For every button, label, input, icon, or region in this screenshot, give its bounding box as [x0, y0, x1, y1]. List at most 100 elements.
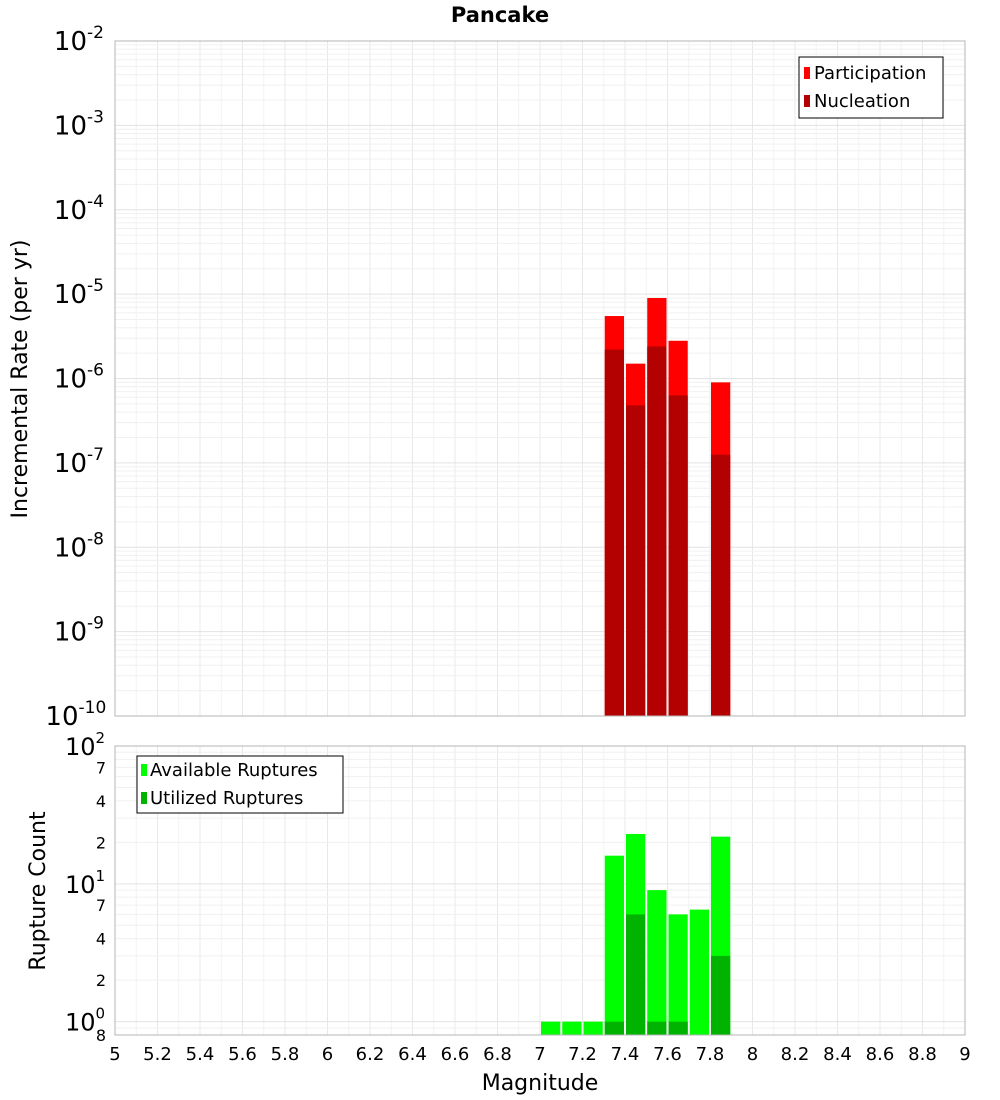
y-tick-label: 10 -9: [54, 614, 104, 648]
y-tick-label: 10 -4: [54, 192, 104, 226]
y-tick-label: 10 -5: [54, 276, 104, 310]
bottom-legend: Available Ruptures Utilized Ruptures: [136, 755, 344, 814]
bar-utilized-ruptures-7.85: [711, 955, 731, 1035]
y-tick-mantissa: 10: [65, 1009, 96, 1037]
y-tick-mantissa: 10: [54, 618, 87, 648]
legend-label-available-ruptures: Available Ruptures: [150, 760, 318, 781]
y-tick-label: 10 -2: [54, 23, 104, 57]
y-tick-exponent: -4: [87, 192, 104, 212]
x-tick-label-5.6: 5.6: [228, 1044, 257, 1065]
y-tick-label: 7: [96, 896, 106, 915]
y-tick-label: 10 -3: [54, 107, 104, 141]
x-tick-label-7.6: 7.6: [653, 1044, 682, 1065]
y-tick-mantissa: 7: [96, 758, 106, 777]
y-tick-mantissa: 7: [96, 896, 106, 915]
y-tick-label: 10 0: [65, 1005, 105, 1037]
bar-available-ruptures-7.25: [583, 1021, 603, 1035]
top-plot-frame: [114, 40, 966, 717]
y-tick-exponent: -5: [87, 276, 104, 296]
y-tick-mantissa: 10: [54, 27, 87, 57]
x-tick-label-8.2: 8.2: [781, 1044, 810, 1065]
bar-available-ruptures-7.55: [647, 890, 667, 1035]
bottom-plot-frame: [114, 745, 966, 1036]
y-tick-mantissa: 4: [96, 930, 106, 949]
y-tick-mantissa: 10: [54, 365, 87, 395]
x-tick-labels: 5 5.2 5.4 5.6 5.8 6 6.2 6.4 6.6 6.8 7 7.2 7.4 7.6 7.8 8…: [109, 1044, 970, 1065]
y-tick-label: 2: [96, 971, 106, 990]
bar-nucleation-7.45: [626, 405, 646, 716]
legend-label-nucleation: Nucleation: [814, 91, 910, 112]
x-tick-label-7.4: 7.4: [611, 1044, 640, 1065]
y-tick-exponent: -7: [87, 445, 104, 465]
y-tick-mantissa: 8: [96, 1026, 106, 1045]
y-tick-label: 8: [96, 1026, 106, 1045]
x-tick-label-6.4: 6.4: [398, 1044, 427, 1065]
x-tick-label-9: 9: [959, 1044, 970, 1065]
x-tick-label-8: 8: [747, 1044, 758, 1065]
legend-label-participation: Participation: [814, 63, 926, 84]
bar-available-ruptures-7.15: [562, 1021, 582, 1035]
bar-available-ruptures-7.35: [604, 855, 624, 1035]
x-tick-label-8.6: 8.6: [866, 1044, 895, 1065]
x-tick-label-7.8: 7.8: [696, 1044, 725, 1065]
x-tick-label-8.8: 8.8: [908, 1044, 937, 1065]
chart-title: Pancake: [451, 3, 549, 27]
y-tick-label: 10 -10: [45, 698, 106, 732]
y-tick-label: 10 -8: [54, 529, 104, 563]
bar-available-ruptures-7.05: [541, 1021, 561, 1035]
y-tick-exponent: 1: [96, 867, 106, 885]
y-tick-label: 10 2: [65, 729, 105, 761]
legend-swatch-nucleation: [804, 95, 810, 107]
x-tick-label-7: 7: [534, 1044, 545, 1065]
y-tick-exponent: 2: [96, 729, 106, 747]
bottom-plot-bars: [541, 833, 731, 1035]
y-tick-label: 7: [96, 758, 106, 777]
y-tick-mantissa: 10: [54, 196, 87, 226]
y-tick-mantissa: 10: [45, 702, 78, 732]
y-tick-label: 4: [96, 792, 106, 811]
y-tick-exponent: -10: [79, 698, 107, 718]
x-tick-label-8.4: 8.4: [823, 1044, 852, 1065]
top-legend: Participation Nucleation: [798, 56, 944, 119]
y-tick-mantissa: 10: [65, 733, 96, 761]
legend-swatch-utilized-ruptures: [141, 792, 147, 804]
bar-utilized-ruptures-7.35: [604, 1021, 624, 1035]
x-tick-label-6: 6: [322, 1044, 333, 1065]
legend-label-utilized-ruptures: Utilized Ruptures: [150, 788, 303, 809]
y-tick-mantissa: 10: [54, 449, 87, 479]
legend-swatch-available-ruptures: [141, 764, 147, 776]
x-tick-label-5.2: 5.2: [143, 1044, 172, 1065]
x-tick-label-7.2: 7.2: [568, 1044, 597, 1065]
top-plot-grid: [114, 40, 966, 717]
y-tick-label: 2: [96, 833, 106, 852]
x-tick-label-5: 5: [109, 1044, 120, 1065]
top-plot-bars: [604, 297, 731, 716]
bar-utilized-ruptures-7.45: [626, 914, 646, 1035]
bar-available-ruptures-7.65: [668, 914, 688, 1035]
y-tick-exponent: -6: [87, 361, 104, 381]
y-tick-label: 10 -7: [54, 445, 104, 479]
x-tick-label-5.8: 5.8: [271, 1044, 300, 1065]
x-tick-label-6.2: 6.2: [356, 1044, 385, 1065]
bottom-y-axis-label: Rupture Count: [26, 811, 51, 971]
bar-utilized-ruptures-7.55: [647, 1021, 667, 1035]
bar-nucleation-7.85: [711, 454, 731, 716]
y-tick-mantissa: 2: [96, 833, 106, 852]
bar-nucleation-7.55: [647, 346, 667, 716]
x-tick-label-6.8: 6.8: [483, 1044, 512, 1065]
x-tick-label-6.6: 6.6: [441, 1044, 470, 1065]
y-tick-label: 10 1: [65, 867, 105, 899]
bar-available-ruptures-7.75: [689, 909, 709, 1035]
bar-utilized-ruptures-7.65: [668, 1021, 688, 1035]
bar-nucleation-7.35: [604, 349, 624, 716]
y-tick-exponent: -9: [87, 614, 104, 634]
y-tick-mantissa: 4: [96, 792, 106, 811]
y-tick-exponent: -2: [87, 23, 104, 43]
y-tick-exponent: -8: [87, 529, 104, 549]
y-tick-label: 10 -6: [54, 361, 104, 395]
y-tick-mantissa: 10: [54, 111, 87, 141]
y-tick-exponent: 0: [96, 1005, 106, 1023]
